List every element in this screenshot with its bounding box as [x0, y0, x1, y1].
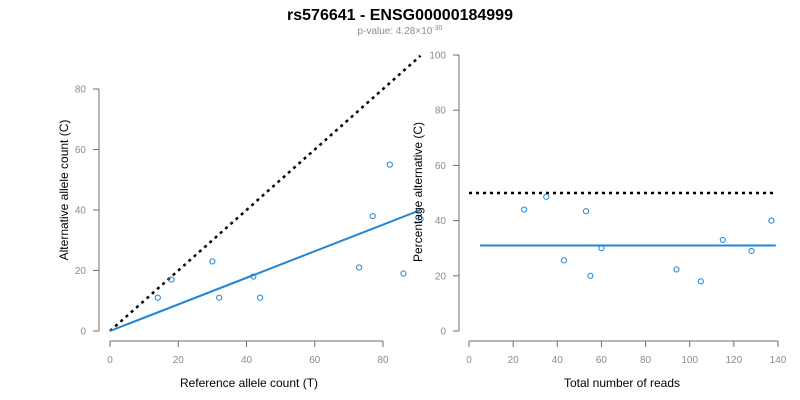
x-axis-label: Reference allele count (T) [180, 376, 318, 390]
data-point [673, 266, 680, 273]
data-point [543, 193, 550, 200]
x-tick-label: 20 [173, 355, 185, 366]
y-tick-label: 0 [80, 327, 86, 338]
right-scatter-panel: 0 20 40 60 80 100 120 140 0 20 40 60 80 100 Total num… [411, 51, 787, 391]
pvalue-subtitle: p-value: 4.28×10-30 [358, 25, 443, 37]
data-point [250, 273, 257, 280]
y-tick-label: 0 [440, 327, 446, 338]
data-point [719, 236, 726, 244]
data-point [257, 294, 264, 301]
data-point [209, 258, 216, 265]
x-tick-label: 140 [770, 355, 787, 366]
data-point [417, 215, 424, 223]
x-tick-label: 60 [309, 355, 321, 366]
data-point [560, 257, 568, 264]
data-point [154, 294, 161, 301]
data-point [582, 208, 590, 215]
y-axis-label: Alternative allele count (C) [57, 120, 71, 261]
data-point [168, 276, 175, 283]
data-point [521, 206, 528, 213]
data-point [748, 247, 755, 255]
y-axis-label: Percentage alternative (C) [411, 122, 425, 262]
x-tick-label: 100 [681, 355, 698, 366]
x-tick-label: 20 [508, 355, 520, 366]
data-point [369, 212, 376, 220]
y-tick-label: 80 [435, 106, 447, 117]
pvalue-text: p-value: 4.28×10 [358, 26, 433, 37]
x-tick-label: 120 [726, 355, 743, 366]
data-point [697, 278, 704, 285]
y-tick-label: 40 [75, 206, 87, 217]
points-layer [154, 161, 424, 301]
x-tick-label: 40 [241, 355, 253, 366]
x-tick-label: 60 [596, 355, 608, 366]
x-axis-label: Total number of reads [564, 376, 680, 390]
reference-line-layer [109, 54, 422, 332]
data-point [386, 161, 393, 168]
data-point [356, 264, 363, 271]
fit-line-layer [109, 209, 421, 332]
y-tick-label: 100 [429, 51, 446, 62]
data-point [598, 245, 605, 252]
fit-line [109, 209, 421, 332]
y-tick-label: 40 [435, 216, 447, 227]
axes-layer: 0 20 40 60 80 0 20 40 60 80 [75, 85, 389, 367]
x-tick-label: 0 [466, 355, 472, 366]
y-tick-label: 20 [75, 266, 87, 277]
data-point [587, 272, 594, 279]
data-point [768, 217, 775, 224]
x-tick-label: 80 [377, 355, 389, 366]
left-scatter-panel: 0 20 40 60 80 0 20 40 60 80 Reference allele coun… [57, 54, 424, 390]
pvalue-exponent: -30 [432, 25, 442, 32]
y-tick-label: 60 [75, 145, 87, 156]
y-tick-label: 80 [75, 85, 87, 96]
data-point [216, 294, 223, 301]
x-tick-label: 0 [107, 355, 113, 366]
chart-title: rs576641 - ENSG00000184999 [287, 7, 513, 24]
reference-line [109, 54, 422, 332]
x-tick-label: 40 [552, 355, 564, 366]
y-tick-label: 20 [435, 271, 447, 282]
x-tick-label: 80 [640, 355, 652, 366]
points-layer [521, 193, 775, 285]
axes-layer: 0 20 40 60 80 100 120 140 0 20 40 60 80 100 [429, 51, 786, 367]
y-tick-label: 60 [435, 161, 447, 172]
data-point [400, 270, 407, 277]
